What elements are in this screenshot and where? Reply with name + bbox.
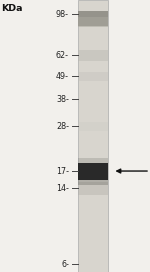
Text: 49-: 49-	[56, 72, 69, 81]
Bar	[78, 0, 108, 272]
Text: 28-: 28-	[56, 122, 69, 131]
Text: 98-: 98-	[56, 10, 69, 19]
Text: 14-: 14-	[56, 184, 69, 193]
Text: 62-: 62-	[56, 51, 69, 60]
Text: KDa: KDa	[2, 4, 23, 13]
Text: 6-: 6-	[61, 260, 69, 269]
Text: 38-: 38-	[56, 95, 69, 104]
Text: 17-: 17-	[56, 166, 69, 175]
